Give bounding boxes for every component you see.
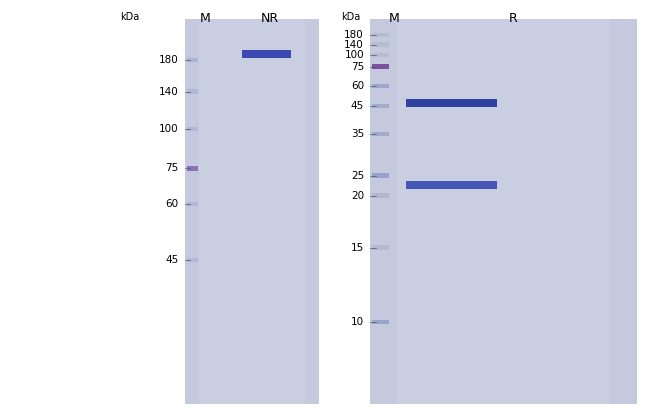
Text: 10: 10 [351, 317, 364, 327]
Bar [406, 99, 497, 107]
Text: 45: 45 [166, 255, 179, 265]
Text: 100: 100 [344, 50, 364, 60]
Bar [372, 33, 389, 37]
Bar [242, 50, 291, 58]
Bar [372, 84, 389, 88]
Text: 140: 140 [159, 87, 179, 97]
Bar [372, 320, 389, 324]
Bar [372, 53, 389, 57]
Bar [187, 127, 198, 131]
Bar [372, 173, 389, 178]
Text: 60: 60 [351, 81, 364, 91]
Bar [406, 181, 497, 189]
Bar [187, 166, 198, 171]
Text: 45: 45 [351, 101, 364, 111]
Text: M: M [389, 12, 400, 25]
Bar [187, 58, 198, 62]
Bar [372, 42, 389, 47]
Bar [370, 19, 637, 404]
Bar [187, 202, 198, 206]
Bar [199, 19, 306, 404]
Bar [372, 193, 389, 198]
Bar [372, 245, 389, 250]
Text: 15: 15 [351, 243, 364, 253]
Text: kDa: kDa [341, 12, 361, 22]
Text: 35: 35 [351, 129, 364, 139]
Text: 25: 25 [351, 171, 364, 181]
Bar [372, 64, 389, 69]
Bar [397, 19, 610, 404]
Bar [372, 132, 389, 136]
Text: 180: 180 [159, 55, 179, 65]
Text: 100: 100 [159, 124, 179, 134]
Text: 180: 180 [344, 30, 364, 40]
Text: 75: 75 [166, 163, 179, 173]
Text: 75: 75 [351, 62, 364, 72]
Text: 140: 140 [344, 40, 364, 50]
Bar [185, 19, 318, 404]
Bar [187, 89, 198, 94]
Text: kDa: kDa [120, 12, 140, 22]
Text: 60: 60 [166, 199, 179, 209]
Text: 20: 20 [351, 191, 364, 201]
Text: NR: NR [261, 12, 279, 25]
Text: M: M [200, 12, 210, 25]
Bar [187, 258, 198, 262]
Text: R: R [509, 12, 518, 25]
Bar [372, 104, 389, 108]
